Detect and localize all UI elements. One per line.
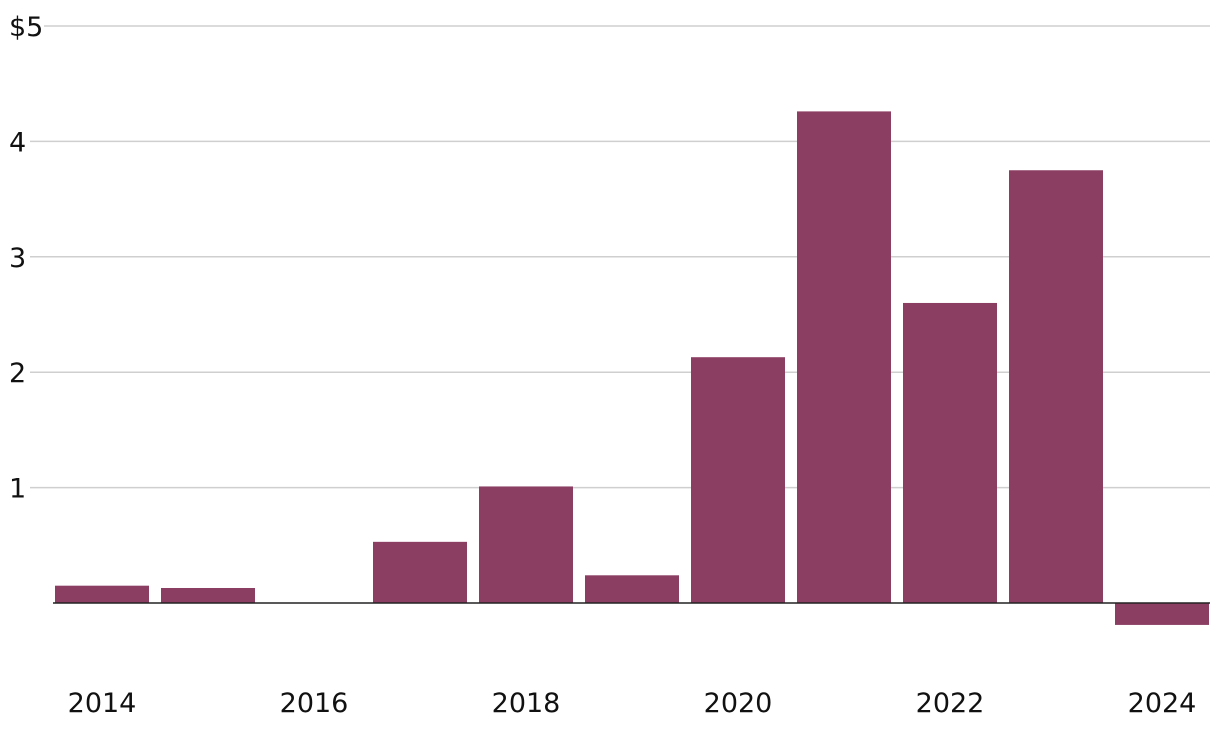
- bar-2023: [1009, 170, 1103, 603]
- bar-2017: [373, 541, 467, 603]
- y-axis-labels: 1 2 3 4 $5: [0, 8, 44, 506]
- bars: [55, 111, 1209, 625]
- y-tick-label: 4: [9, 127, 26, 158]
- bar-2020: [691, 357, 785, 603]
- bar-2024: [1115, 603, 1209, 625]
- x-tick-label: 2024: [1128, 688, 1197, 719]
- x-tick-label: 2022: [916, 688, 985, 719]
- y-label-bg: [0, 123, 27, 160]
- y-tick-label: 2: [9, 358, 26, 389]
- y-tick-label: 3: [9, 243, 26, 274]
- x-tick-label: 2020: [704, 688, 773, 719]
- bar-2019: [585, 575, 679, 603]
- y-tick-label: $5: [9, 12, 43, 43]
- bar-2014: [55, 585, 149, 603]
- y-label-bg: [0, 238, 27, 275]
- x-axis-labels: 2014 2016 2018 2020 2022 2024: [68, 688, 1197, 719]
- x-tick-label: 2018: [492, 688, 561, 719]
- y-tick-label: 1: [9, 474, 26, 505]
- bar-2021: [797, 111, 891, 604]
- y-label-bg: [0, 469, 27, 506]
- bar-2015: [161, 587, 255, 603]
- x-tick-label: 2016: [280, 688, 349, 719]
- bar-2018: [479, 486, 573, 603]
- x-tick-label: 2014: [68, 688, 137, 719]
- y-label-bg: [0, 8, 44, 44]
- y-label-bg: [0, 354, 27, 391]
- bar-2022: [903, 302, 997, 603]
